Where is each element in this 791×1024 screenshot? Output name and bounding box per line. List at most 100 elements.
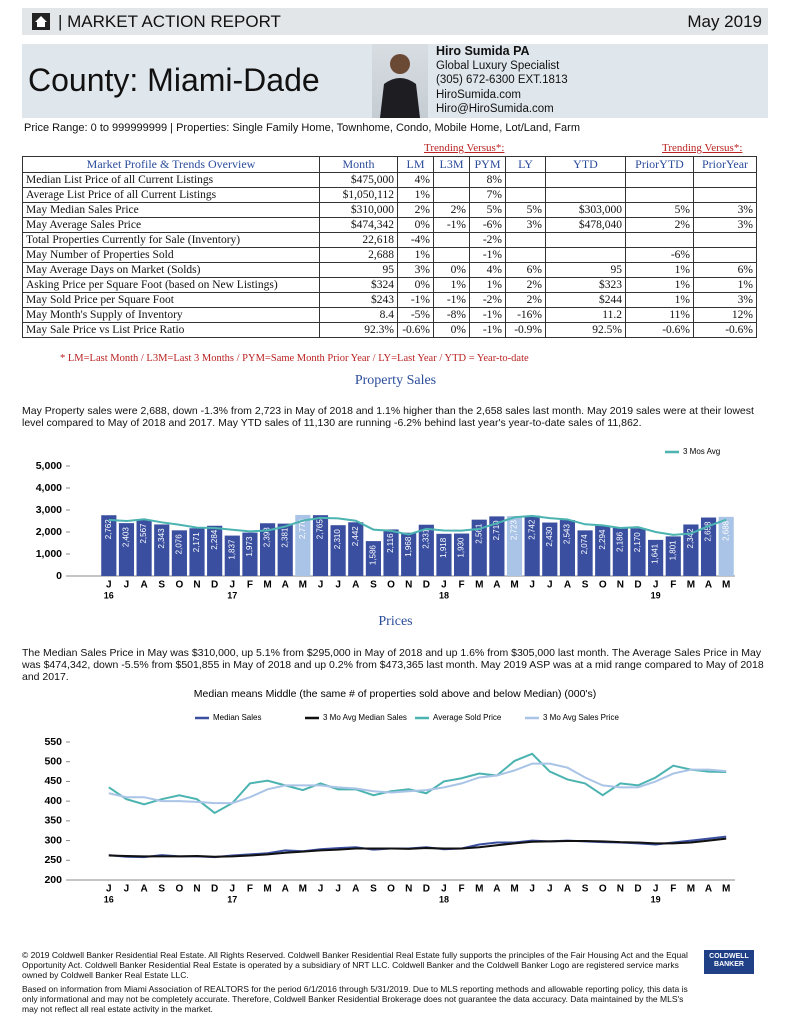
table-cell: 3% [693,217,757,233]
x-tick-label: J [529,580,535,591]
x-tick-label: N [405,580,412,591]
row-label: May Sold Price per Square Foot [22,292,320,308]
bar [383,529,399,576]
legend-label: 3 Mo Avg Median Sales [323,713,407,722]
y-tick-label: 2,000 [36,526,62,538]
row-label: May Median Sales Price [22,202,320,218]
table-cell: -1% [469,307,506,323]
table-cell: -0.9% [505,322,546,338]
series-line [108,752,727,815]
y-tick-label: 400 [44,795,62,807]
series-line [108,762,727,805]
bar-value-label: 2,076 [174,534,183,555]
x-tick-label: J [124,580,130,591]
series-line [108,835,727,859]
table-cell [433,172,470,188]
x-tick-label: J [547,580,553,591]
x-tick-label: A [282,884,289,895]
table-cell [545,247,626,263]
bar [718,516,734,576]
agent-email[interactable]: Hiro@HiroSumida.com [436,103,554,115]
table-cell: 5% [625,202,694,218]
footer-text: Based on information from Miami Associat… [22,984,688,1014]
x-tick-label: A [140,884,147,895]
table-row: Asking Price per Square Foot (based on N… [22,277,757,293]
agent-website[interactable]: HiroSumida.com [436,88,521,101]
table-cell: $324 [319,277,398,293]
bar-value-label: 2,342 [686,528,695,549]
table-row: May Average Sales Price $474,342 0% -1% -6% 3… [22,217,757,233]
bar-value-label: 1,837 [227,539,236,560]
bar-value-label: 2,765 [316,519,325,540]
table-cell: $303,000 [545,202,626,218]
table-note: * LM=Last Month / L3M=Last 3 Months / PY… [60,353,529,364]
table-cell: $244 [545,292,626,308]
bar [242,532,258,576]
bar-value-label: 2,442 [351,526,360,547]
section-text: May Property sales were 2,688, down -1.3… [22,405,754,429]
bar [224,535,240,576]
row-label: May Number of Properties Sold [22,247,320,263]
series-line [108,837,727,858]
x-tick-label: J [230,884,236,895]
table-cell: 3% [505,217,546,233]
legend-label: 3 Mo Avg Sales Price [543,713,619,722]
table-cell: 92.3% [319,322,398,338]
y-tick-label: 4,000 [36,482,62,494]
table-cell [693,247,757,263]
table-cell: 2,688 [319,247,398,263]
column-header: PriorYear [693,156,757,173]
bar-value-label: 2,310 [333,529,342,550]
x-year-label: 18 [439,894,449,904]
group-header: Trending Versus*: [424,142,505,154]
table-cell: -1% [433,217,470,233]
bar-value-label: 2,398 [263,527,272,548]
bar [612,527,628,576]
table-cell [505,247,546,263]
table-cell: $310,000 [319,202,398,218]
x-tick-label: J [106,580,112,591]
x-tick-label: M [722,884,730,895]
section-text: The Median Sales Price in May was $310,0… [22,647,764,683]
y-tick-label: 250 [44,854,62,866]
column-header: LY [505,156,546,173]
bar-value-label: 2,430 [545,526,554,547]
y-tick-label: 500 [44,755,62,767]
table-row: May Average Days on Market (Solds) 95 3% 0%… [22,262,757,278]
table-row: May Number of Properties Sold 2,688 1% -1% -… [22,247,757,263]
agent-photo [372,44,428,118]
x-year-label: 17 [227,894,237,904]
x-tick-label: D [634,580,641,591]
bar [401,532,417,576]
table-cell [545,187,626,203]
table-cell: 8.4 [319,307,398,323]
series-line [108,514,727,536]
table-cell: -8% [433,307,470,323]
bar-value-label: 2,723 [510,520,519,541]
table-cell: 0% [433,322,470,338]
bar [101,515,117,576]
table-cell: 5% [469,202,506,218]
table-cell: -1% [469,247,506,263]
x-tick-label: J [441,884,447,895]
bar-value-label: 2,742 [527,519,536,540]
bar [436,533,452,576]
y-tick-label: 450 [44,775,62,787]
table-cell: $323 [545,277,626,293]
bar [189,528,205,576]
x-tick-label: S [370,580,377,591]
footer-text: © 2019 Coldwell Banker Residential Real … [22,950,688,980]
bar [700,517,717,576]
table-cell: 1% [625,262,694,278]
table-row: May Sale Price vs List Price Ratio 92.3% -… [22,322,757,338]
y-tick-label: 1,000 [36,548,62,560]
bar-value-label: 2,171 [192,532,201,553]
x-tick-label: J [441,580,447,591]
home-icon [32,13,50,30]
table-cell [505,187,546,203]
x-tick-label: F [247,884,253,895]
x-tick-label: D [211,884,218,895]
x-tick-label: N [617,884,624,895]
bar [365,541,381,576]
x-tick-label: N [193,580,200,591]
